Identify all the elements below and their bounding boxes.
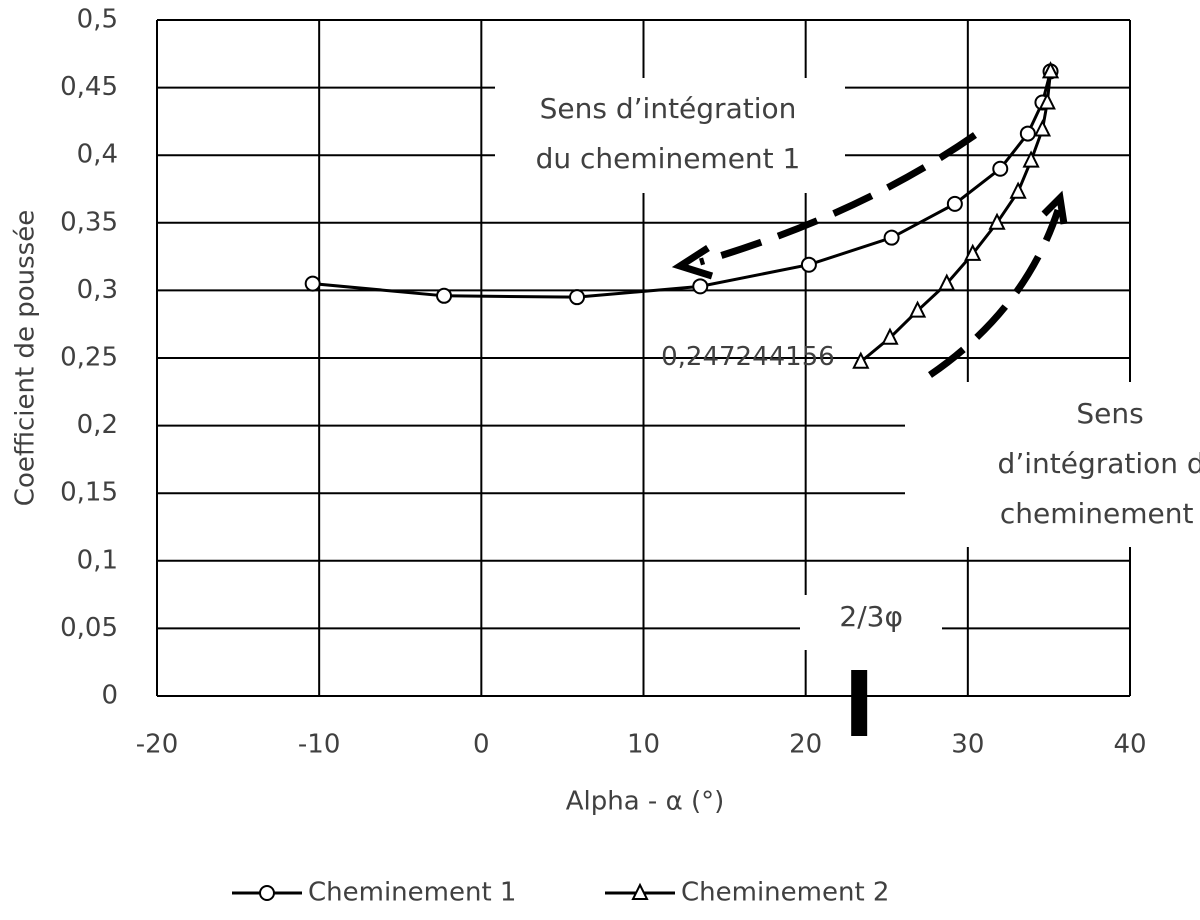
point (964, 243, 982, 261)
point (1022, 150, 1040, 168)
point (938, 273, 956, 291)
legend-marker (631, 882, 649, 900)
point (1038, 92, 1056, 110)
point (1041, 61, 1060, 79)
point (988, 212, 1006, 230)
legend-marker (259, 885, 275, 901)
y-tick-label: 0,2 (77, 410, 118, 440)
point (852, 351, 870, 369)
direction-arrows (671, 132, 1068, 378)
annotation: cheminement 2 (1000, 497, 1200, 530)
point (304, 275, 321, 292)
annotation: Sens d’intégration (540, 92, 797, 125)
x-tick-label: 0 (473, 730, 490, 760)
annotation: d’intégration du (998, 447, 1200, 480)
point (883, 229, 900, 246)
y-tick-label: 0,5 (77, 5, 118, 35)
point (692, 278, 709, 295)
series-line (859, 71, 1053, 363)
y-tick-label: 0,1 (77, 545, 118, 575)
plot: 0,247244156 (304, 61, 1060, 372)
x-tick-label: -20 (136, 730, 178, 760)
x-tick-label: 20 (789, 730, 822, 760)
y-tick-label: 0,05 (60, 613, 118, 643)
grid (156, 19, 1131, 697)
annotation-box (800, 595, 942, 650)
phi-label: 2/3φ (839, 600, 903, 633)
arrowhead-2 (1041, 190, 1068, 225)
arrowhead-1 (671, 245, 714, 280)
point (436, 287, 453, 304)
y-tick-label: 0,4 (77, 140, 118, 170)
point (800, 256, 817, 273)
annotation-box (495, 78, 845, 193)
y-tick-label: 0,3 (77, 275, 118, 305)
x-tick-label: 10 (627, 730, 660, 760)
y-axis-title: Coefficient de poussée (11, 210, 41, 506)
y-tick-label: 0,15 (60, 478, 118, 508)
value-label: 0,247244156 (661, 342, 835, 372)
point (1019, 125, 1036, 142)
point (908, 300, 927, 318)
point (946, 195, 963, 212)
legend-label: Cheminement 2 (681, 878, 889, 908)
arrow-2 (928, 208, 1062, 378)
x-axis-title: Alpha - α (°) (566, 787, 725, 817)
point (881, 327, 899, 345)
arrow-1 (699, 132, 977, 266)
x-tick-label: 30 (951, 730, 984, 760)
y-tick-label: 0 (101, 681, 118, 711)
x-tick-label: 40 (1113, 730, 1146, 760)
point (569, 289, 586, 306)
annotation-box (905, 382, 1200, 547)
phi-marker (851, 670, 868, 736)
y-tick-label: 0,25 (60, 343, 118, 373)
x-tick-label: -10 (298, 730, 340, 760)
point (1033, 119, 1052, 137)
annotation: du cheminement 1 (536, 142, 801, 175)
y-tick-label: 0,35 (60, 207, 118, 237)
point (992, 160, 1009, 177)
legend-label: Cheminement 1 (308, 878, 516, 908)
annotation-boxes (495, 78, 1200, 650)
y-tick-label: 0,45 (60, 72, 118, 102)
point (1009, 181, 1027, 199)
annotation: Sens (1076, 397, 1143, 430)
